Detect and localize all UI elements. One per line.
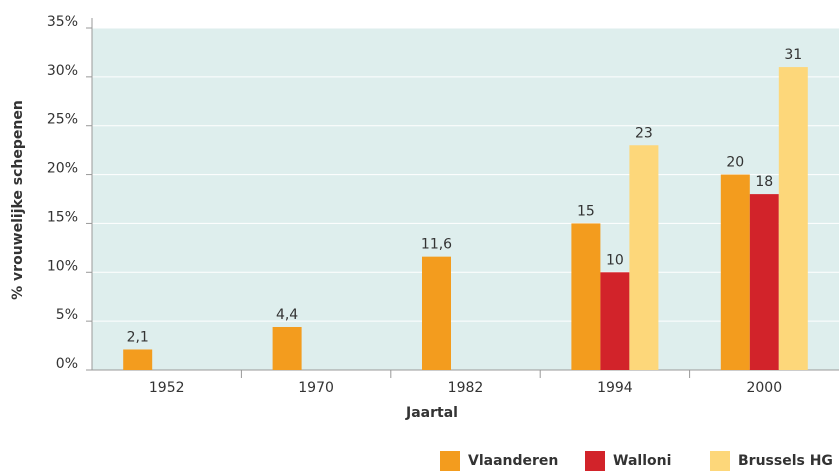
bar — [629, 145, 659, 370]
legend-label: Brussels HG — [738, 453, 833, 469]
value-label: 2,1 — [127, 329, 149, 345]
y-tick-label: 20% — [47, 161, 78, 177]
x-tick-label: 1982 — [448, 380, 484, 396]
x-axis-label: Jaartal — [405, 405, 458, 421]
y-tick-label: 25% — [47, 112, 78, 128]
x-tick-label: 2000 — [746, 380, 782, 396]
plot-background — [92, 28, 839, 370]
y-tick-label: 35% — [47, 14, 78, 30]
y-tick-label: 15% — [47, 209, 78, 225]
y-tick-label: 30% — [47, 63, 78, 79]
value-label: 20 — [726, 155, 744, 171]
x-tick-label: 1994 — [597, 380, 633, 396]
value-label: 15 — [577, 203, 595, 219]
y-axis-label: % vrouwelijke schepenen — [10, 100, 26, 300]
bar — [778, 67, 808, 370]
bar — [123, 349, 153, 370]
bar — [272, 327, 302, 370]
x-tick-label: 1970 — [298, 380, 334, 396]
value-label: 18 — [755, 174, 773, 190]
x-tick-label: 1952 — [149, 380, 185, 396]
legend-swatch — [585, 451, 605, 471]
bar — [571, 223, 601, 370]
legend-label: Vlaanderen — [468, 453, 558, 469]
y-tick-label: 10% — [47, 258, 78, 274]
bar — [749, 194, 779, 370]
legend-swatch — [710, 451, 730, 471]
legend-swatch — [440, 451, 460, 471]
value-label: 11,6 — [421, 237, 452, 253]
value-label: 23 — [635, 125, 653, 141]
y-tick-label: 5% — [56, 307, 78, 323]
bar — [720, 174, 750, 370]
value-label: 4,4 — [276, 307, 298, 323]
bar — [422, 256, 451, 370]
bar — [600, 272, 630, 370]
legend-label: Walloni — [613, 453, 671, 469]
value-label: 10 — [606, 252, 624, 268]
y-tick-label: 0% — [56, 356, 78, 372]
value-label: 31 — [784, 47, 802, 63]
